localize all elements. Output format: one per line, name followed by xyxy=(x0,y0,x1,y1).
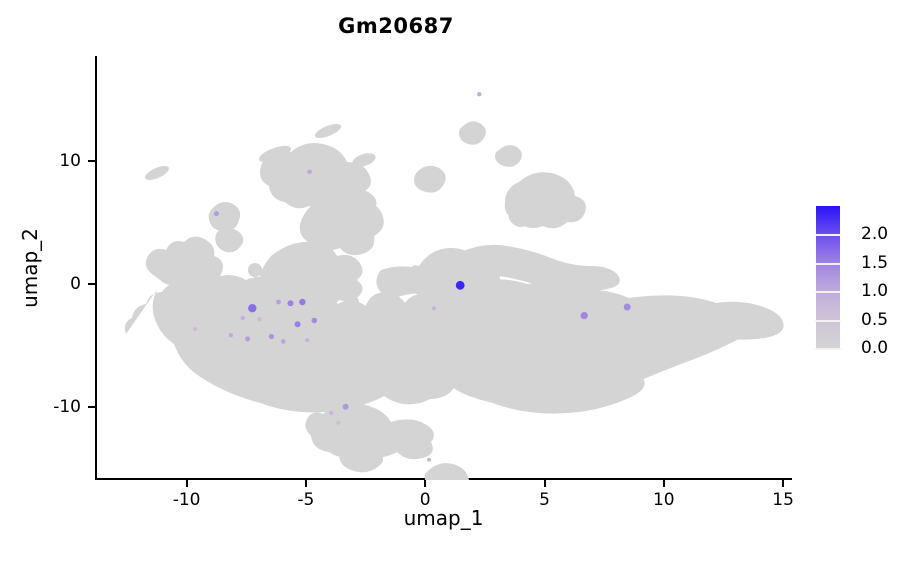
x-tick-mark xyxy=(304,480,307,487)
grey-cell-cloud xyxy=(124,121,784,480)
expressing-cell xyxy=(294,321,301,328)
expressing-cell xyxy=(245,336,251,342)
x-tick-mark xyxy=(662,480,665,487)
expressing-cell xyxy=(427,457,432,462)
scatter-canvas xyxy=(95,56,792,480)
expressing-cell xyxy=(248,304,257,313)
colorbar-gradient xyxy=(815,205,841,349)
expressing-cell xyxy=(281,339,286,344)
colorbar-tick-label: 0.5 xyxy=(861,310,889,331)
x-tick-mark xyxy=(543,480,546,487)
expressing-cell xyxy=(431,306,436,311)
expressing-cell xyxy=(305,338,310,343)
expressing-cell xyxy=(276,299,281,305)
expressing-cell xyxy=(287,300,294,307)
x-tick-label: 0 xyxy=(419,490,431,510)
expressing-cell xyxy=(580,312,588,320)
colorbar-tick-label: 2.0 xyxy=(861,223,889,244)
expressing-cell xyxy=(623,303,631,311)
x-tick-label: 10 xyxy=(652,490,675,510)
expressing-cell xyxy=(477,92,482,97)
expressing-cell xyxy=(455,280,465,290)
expressing-cell xyxy=(257,317,262,322)
x-tick-label: 5 xyxy=(539,490,550,510)
y-axis-spine xyxy=(95,56,97,480)
x-axis-label: umap_1 xyxy=(403,506,484,530)
x-tick-label: -5 xyxy=(297,490,315,510)
colorbar-tick-label: 0.0 xyxy=(861,338,889,358)
expressing-cell xyxy=(214,211,219,217)
colorbar-tick-label: 1.0 xyxy=(861,281,889,302)
expressing-cell xyxy=(307,169,312,175)
expressing-cell xyxy=(336,420,341,425)
y-tick-label: 10 xyxy=(59,150,81,171)
expressing-cell xyxy=(299,298,306,306)
y-tick-mark xyxy=(88,159,95,162)
page-title: Gm20687 xyxy=(338,14,454,38)
x-tick-mark xyxy=(782,480,785,487)
expressing-cell xyxy=(228,333,234,338)
expressing-cell xyxy=(342,403,349,410)
expressing-cell xyxy=(329,410,334,416)
x-tick-label: 15 xyxy=(772,490,794,510)
y-axis-label: umap_2 xyxy=(18,228,42,308)
x-tick-label: -10 xyxy=(172,490,201,510)
expressing-cells xyxy=(193,92,631,462)
colorbar: 2.0 1.5 1.0 0.5 0.0 xyxy=(815,205,888,358)
colorbar-tick xyxy=(815,320,841,323)
x-tick-mark xyxy=(424,480,427,487)
plot-axes: -10 -5 0 5 10 15 10 0 -10 xyxy=(53,56,794,530)
colorbar-tick xyxy=(815,291,841,294)
colorbar-tick xyxy=(815,348,841,350)
expressing-cell xyxy=(240,315,245,321)
colorbar-tick xyxy=(815,262,841,265)
y-tick-label: 0 xyxy=(70,273,81,294)
y-tick-mark xyxy=(88,406,95,408)
colorbar-tick-label: 1.5 xyxy=(861,252,889,273)
x-tick-mark xyxy=(185,480,188,487)
expressing-cell xyxy=(311,317,318,324)
y-tick-mark xyxy=(88,282,95,285)
y-tick-label: -10 xyxy=(53,397,81,417)
expressing-cell xyxy=(193,327,197,332)
expressing-cell xyxy=(268,333,274,340)
colorbar-tick xyxy=(815,233,841,236)
